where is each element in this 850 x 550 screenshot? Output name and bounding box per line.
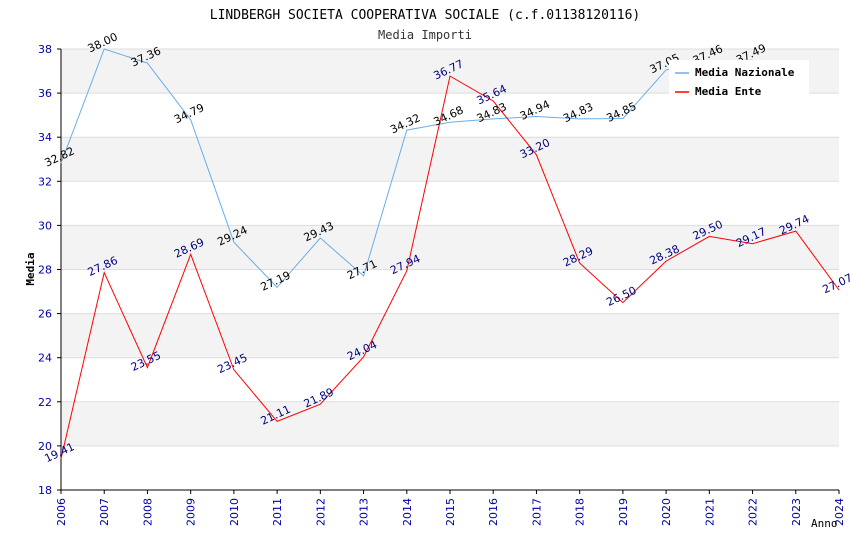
- grid-band: [61, 313, 839, 358]
- grid-band: [61, 401, 839, 446]
- legend-label-ente: Media Ente: [695, 85, 762, 98]
- x-tick-label: 2006: [55, 498, 68, 526]
- chart-title: LINDBERGH SOCIETA COOPERATIVA SOCIALE (c…: [210, 8, 640, 23]
- series-line-media-ente: [60, 75, 840, 460]
- x-tick-label: 2008: [141, 498, 154, 526]
- series-line-media-nazionale: [60, 48, 753, 289]
- x-tick-label: 2012: [314, 498, 327, 526]
- x-tick-label: 2011: [271, 498, 284, 526]
- x-tick-label: 2017: [530, 498, 543, 526]
- grid-band: [61, 357, 839, 402]
- x-tick-label: 2015: [444, 498, 457, 526]
- y-tick-label: 36: [38, 87, 52, 100]
- y-tick-label: 30: [38, 219, 52, 232]
- x-axis-label: Anno: [811, 517, 838, 530]
- y-tick-label: 22: [38, 396, 52, 409]
- grid-band: [61, 269, 839, 314]
- x-tick-label: 2014: [401, 498, 414, 526]
- y-tick-labels: 18 20 22 24 26 28 30 32 34 36 38: [38, 43, 61, 497]
- legend-label-nazionale: Media Nazionale: [695, 66, 795, 79]
- legend: Media Nazionale Media Ente: [669, 60, 809, 100]
- grid-band: [61, 93, 839, 138]
- grid-bands: [61, 49, 839, 490]
- x-tick-label: 2007: [98, 498, 111, 526]
- y-tick-label: 20: [38, 440, 52, 453]
- x-tick-label: 2016: [487, 498, 500, 526]
- x-tick-label: 2019: [617, 498, 630, 526]
- y-tick-label: 34: [38, 131, 52, 144]
- legend-box: [669, 60, 809, 100]
- grid-band: [61, 137, 839, 182]
- x-tick-label: 2024: [833, 498, 846, 526]
- y-tick-label: 26: [38, 308, 52, 321]
- x-tick-label: 2021: [703, 498, 716, 526]
- x-tick-label: 2020: [660, 498, 673, 526]
- grid-band: [61, 445, 839, 490]
- x-tick-label: 2018: [574, 498, 587, 526]
- x-tick-label: 2022: [747, 498, 760, 526]
- chart-subtitle: Media Importi: [378, 28, 472, 42]
- x-tick-label: 2023: [790, 498, 803, 526]
- x-tick-labels: 2006 2007 2008 2009 2010 2011 2012 2013 2014 2015…: [55, 490, 846, 526]
- y-tick-label: 18: [38, 484, 52, 497]
- grid-band: [61, 181, 839, 226]
- y-tick-label: 38: [38, 43, 52, 56]
- x-tick-label: 2009: [185, 498, 198, 526]
- x-tick-label: 2010: [228, 498, 241, 526]
- y-tick-label: 28: [38, 264, 52, 277]
- y-axis-label: Media: [24, 252, 37, 285]
- y-tick-label: 32: [38, 175, 52, 188]
- y-tick-label: 24: [38, 352, 52, 365]
- grid-band: [61, 225, 839, 270]
- x-tick-label: 2013: [358, 498, 371, 526]
- series-lines: [60, 48, 840, 460]
